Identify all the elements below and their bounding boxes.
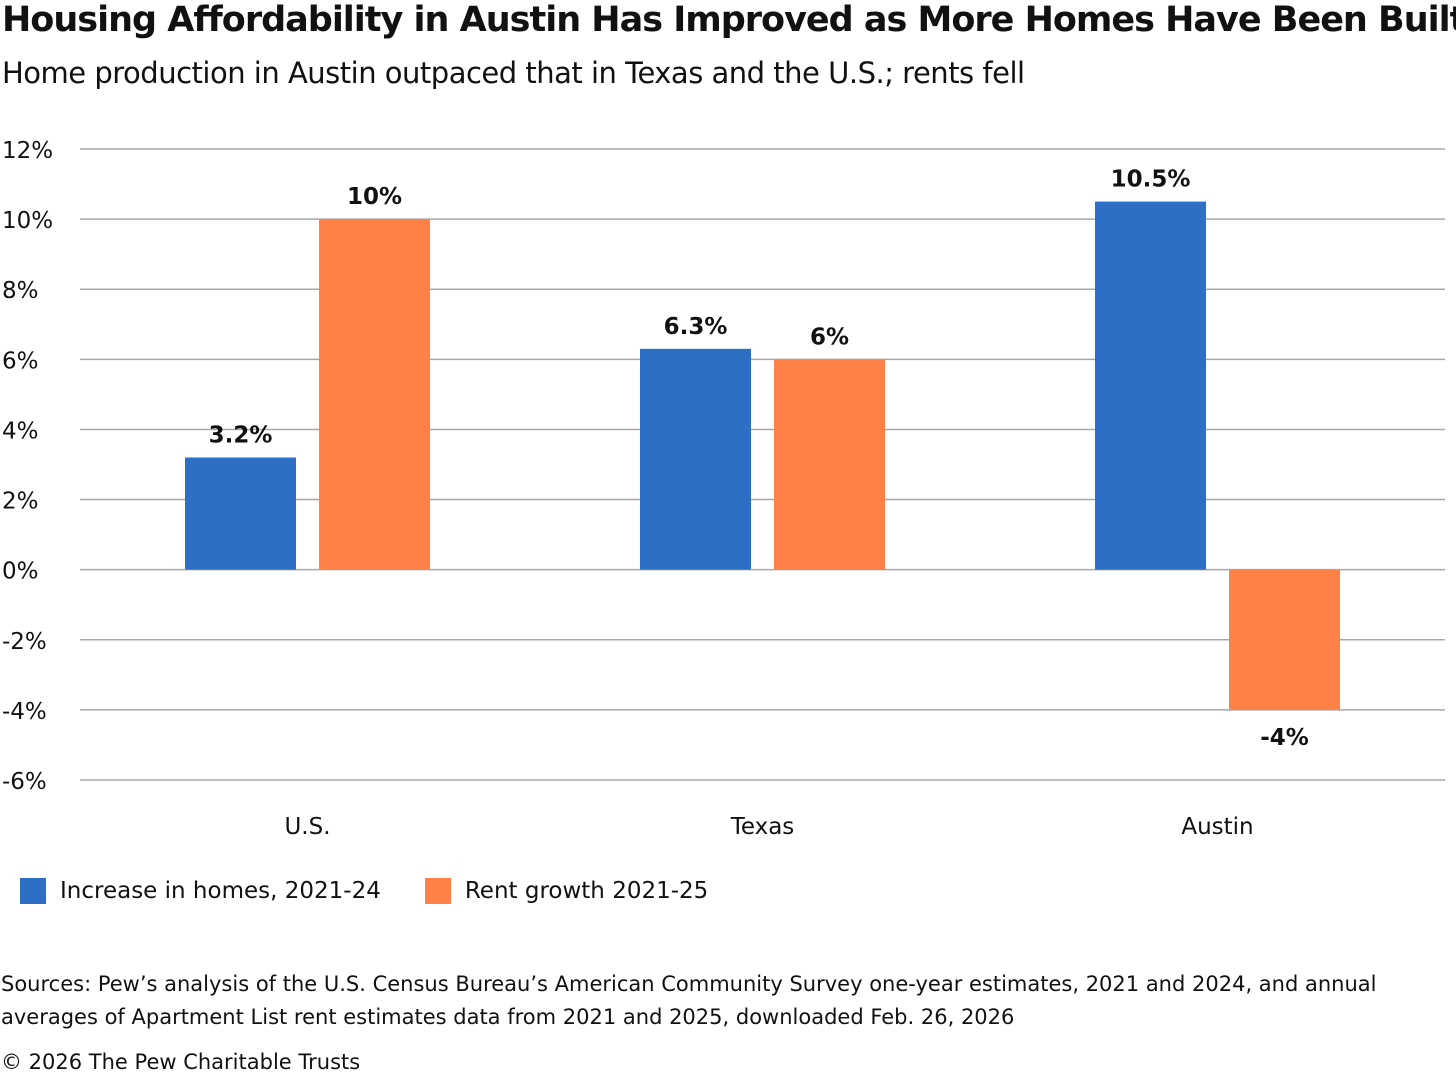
- data-label: -4%: [1260, 725, 1309, 751]
- legend-swatch-homes: [20, 878, 46, 904]
- y-tick-label: 10%: [2, 208, 53, 234]
- bar-rent-austin: [1229, 569, 1340, 710]
- data-label: 6.3%: [664, 314, 728, 340]
- y-tick-label: -6%: [2, 769, 47, 795]
- data-label: 10.5%: [1111, 167, 1191, 193]
- legend-label-homes: Increase in homes, 2021-24: [60, 878, 381, 904]
- x-tick-label: Austin: [1181, 814, 1253, 840]
- x-tick-label: U.S.: [284, 814, 330, 840]
- legend-label-rent: Rent growth 2021-25: [464, 878, 709, 904]
- data-label: 6%: [810, 324, 849, 350]
- chart-subtitle: Home production in Austin outpaced that …: [2, 56, 1025, 90]
- x-tick-label: Texas: [730, 814, 795, 840]
- bar-homes-texas: [640, 348, 751, 570]
- bar-rent-texas: [774, 359, 885, 570]
- y-tick-label: 8%: [2, 278, 39, 304]
- legend-swatch-rent: [424, 878, 451, 904]
- bar-rent-us: [319, 219, 430, 570]
- bar-homes-us: [185, 457, 296, 570]
- copyright: © 2026 The Pew Charitable Trusts: [1, 1050, 361, 1074]
- legend-item-homes: Increase in homes, 2021-24: [20, 878, 381, 904]
- legend: Increase in homes, 2021-24 Rent growth 2…: [20, 878, 752, 904]
- data-label: 10%: [347, 184, 402, 210]
- data-label: 3.2%: [209, 422, 273, 448]
- y-tick-label: 2%: [2, 489, 39, 515]
- y-tick-label: 6%: [2, 348, 39, 374]
- source-note: Sources: Pew’s analysis of the U.S. Cens…: [1, 972, 1377, 1029]
- bar-homes-austin: [1095, 201, 1206, 570]
- bar-chart: 12% 10% 8% 6% 4% 2% 0% -2% -4% -6% U.S. 3.2% 10% Texa…: [2, 138, 1445, 840]
- y-tick-label: -2%: [2, 629, 47, 655]
- legend-item-rent: Rent growth 2021-25: [424, 878, 709, 904]
- y-tick-label: -4%: [2, 699, 47, 725]
- y-tick-label: 4%: [2, 418, 39, 444]
- y-tick-label: 12%: [2, 138, 53, 164]
- y-tick-label: 0%: [2, 559, 39, 585]
- chart-title: Housing Affordability in Austin Has Impr…: [2, 0, 1456, 40]
